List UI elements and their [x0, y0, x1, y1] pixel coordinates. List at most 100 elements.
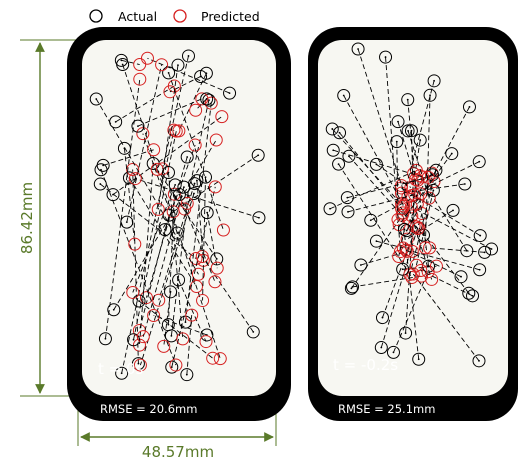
error-link [161, 55, 189, 169]
predicted-point [418, 241, 432, 255]
actual-point-center [346, 196, 349, 199]
error-link [164, 144, 196, 230]
actual-point-center [185, 373, 188, 376]
error-link [126, 64, 163, 223]
actual-point [172, 188, 186, 202]
actual-point-center [170, 334, 173, 337]
actual-point-center [452, 209, 454, 212]
actual-point [93, 177, 107, 191]
predicted-point [399, 243, 413, 257]
actual-point [445, 147, 459, 161]
error-link [142, 186, 185, 337]
actual-point [375, 311, 389, 325]
predicted-point [139, 291, 153, 305]
actual-point-center [215, 258, 218, 260]
actual-point [337, 88, 351, 102]
predicted-point [133, 358, 147, 372]
predicted-point [405, 271, 419, 285]
actual-point [323, 202, 337, 216]
actual-point-center [204, 176, 207, 179]
error-link [401, 80, 435, 204]
actual-point [397, 222, 411, 236]
actual-point-center [193, 192, 195, 195]
actual-point [462, 286, 476, 300]
actual-point [462, 100, 476, 114]
error-link [411, 140, 421, 196]
error-link [168, 172, 184, 339]
predicted-point [169, 358, 183, 372]
actual-point-center [123, 147, 126, 150]
width-dimension: 48.57mm [77, 400, 277, 461]
actual-point-center [338, 131, 341, 134]
actual-point-center [329, 207, 331, 210]
actual-point [412, 352, 426, 366]
actual-point-center [199, 75, 202, 78]
actual-point [325, 122, 339, 136]
error-link [405, 179, 417, 334]
error-link [172, 154, 259, 213]
actual-point-center [95, 98, 98, 100]
predicted-point [210, 261, 224, 275]
actual-point [98, 332, 112, 346]
error-link [338, 163, 413, 278]
error-link [415, 190, 434, 266]
panel-right-points [323, 42, 499, 368]
error-link [100, 169, 177, 366]
predicted-point [151, 202, 165, 216]
error-link [186, 315, 193, 375]
actual-point [354, 258, 368, 272]
actual-point [342, 149, 356, 163]
error-link [171, 186, 216, 368]
actual-point-center [384, 56, 387, 58]
predicted-point [208, 275, 222, 289]
predicted-point [411, 222, 425, 236]
legend-actual-label: Actual [118, 9, 157, 24]
actual-point [485, 242, 499, 256]
actual-point [379, 50, 393, 64]
predicted-point [167, 123, 181, 137]
error-link [133, 131, 177, 340]
actual-point [132, 294, 146, 308]
predicted-point [421, 170, 435, 184]
actual-point-center [429, 94, 431, 97]
error-link [420, 270, 473, 297]
predicted-point [416, 170, 430, 184]
actual-point [341, 205, 355, 219]
actual-point-center [252, 331, 255, 333]
predicted-point [189, 252, 203, 266]
actual-point-center [463, 183, 466, 185]
actual-point [446, 203, 460, 217]
actual-point [164, 285, 178, 299]
actual-point-center [405, 229, 408, 232]
actual-point-center [380, 346, 383, 349]
predicted-point [394, 186, 408, 200]
actual-point-center [167, 323, 170, 326]
error-link [407, 99, 418, 205]
actual-point-center [178, 193, 181, 196]
error-link [201, 256, 254, 333]
actual-point-center [228, 92, 231, 94]
actual-point-center [359, 264, 362, 266]
error-link [407, 130, 430, 199]
actual-point [478, 245, 492, 259]
actual-point [391, 115, 405, 129]
error-link [196, 180, 204, 261]
error-link [95, 98, 199, 275]
error-link [412, 250, 480, 271]
predicted-point [147, 308, 161, 322]
actual-point-center [392, 351, 395, 354]
actual-point-center [471, 294, 474, 297]
actual-point-center [167, 71, 170, 74]
actual-point-center [375, 163, 378, 166]
predicted-point [126, 163, 140, 177]
actual-point [194, 69, 208, 83]
actual-point [180, 150, 194, 164]
actual-point [473, 229, 487, 243]
actual-point [386, 345, 400, 359]
actual-point-center [177, 279, 180, 281]
actual-point-center [395, 140, 398, 143]
actual-point-center [483, 251, 486, 254]
actual-point [162, 66, 176, 80]
actual-point [374, 341, 388, 355]
predicted-point [215, 110, 229, 124]
